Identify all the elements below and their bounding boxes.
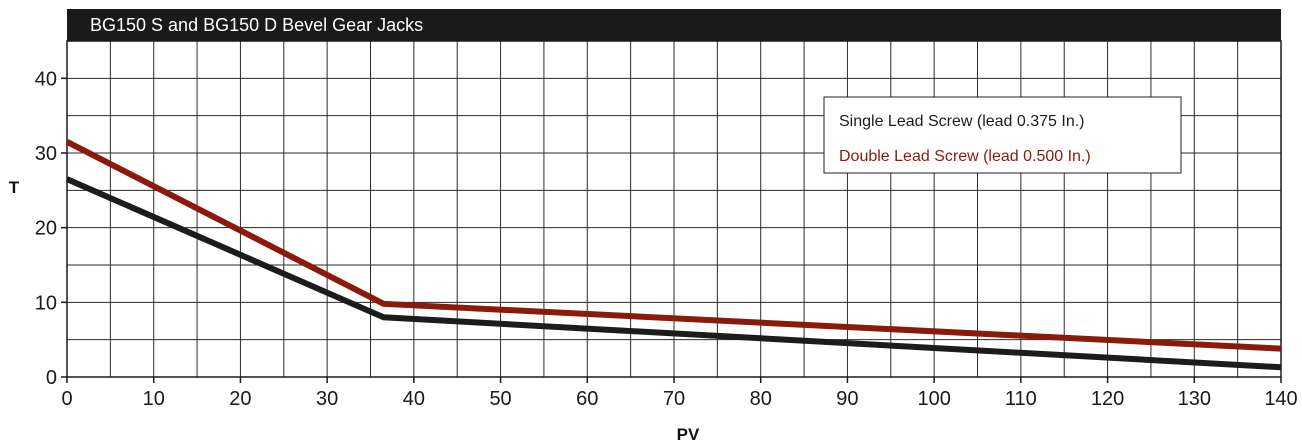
y-tick-label: 40 — [35, 68, 57, 90]
x-tick-label: 50 — [489, 388, 511, 410]
x-tick-label: 0 — [61, 388, 72, 410]
legend-entry-double-lead: Double Lead Screw (lead 0.500 In.) — [839, 148, 1091, 165]
x-tick-label: 60 — [576, 388, 598, 410]
x-tick-label: 20 — [229, 388, 251, 410]
x-tick-label: 10 — [143, 388, 165, 410]
y-axis-title: T — [9, 178, 20, 197]
title-bar — [67, 9, 1281, 41]
legend: Single Lead Screw (lead 0.375 In.) Doubl… — [823, 96, 1182, 174]
x-tick-label: 70 — [663, 388, 685, 410]
x-tick-label: 80 — [750, 388, 772, 410]
y-tick-label: 30 — [35, 143, 57, 165]
x-tick-label: 120 — [1091, 388, 1124, 410]
x-tick-label: 100 — [917, 388, 950, 410]
axes: 0 10 20 30 40 50 60 70 80 90 100 110 120 130 140 0 10 20 3… — [35, 40, 1298, 410]
chart-title: BG150 S and BG150 D Bevel Gear Jacks — [90, 15, 423, 35]
legend-entry-single-lead: Single Lead Screw (lead 0.375 In.) — [839, 113, 1084, 130]
x-tick-label: 140 — [1264, 388, 1297, 410]
series-line-double-lead — [65, 139, 1282, 352]
y-tick-label: 10 — [35, 292, 57, 314]
legend-box — [823, 96, 1182, 174]
grid — [66, 40, 1282, 378]
x-axis-title: PV — [677, 425, 700, 444]
x-tick-label: 90 — [836, 388, 858, 410]
series-lines — [65, 139, 1282, 371]
x-tick-label: 130 — [1178, 388, 1211, 410]
y-tick-label: 0 — [46, 367, 57, 389]
y-tick-label: 20 — [35, 218, 57, 240]
x-tick-label: 110 — [1005, 388, 1037, 410]
x-tick-label: 30 — [316, 388, 338, 410]
x-tick-label: 40 — [403, 388, 425, 410]
series-line-single-lead — [65, 176, 1282, 371]
